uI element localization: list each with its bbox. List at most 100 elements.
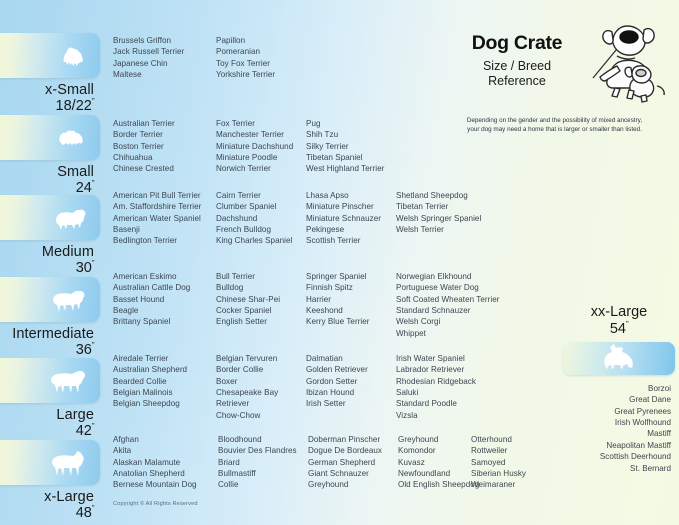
- breed-item: Tibetan Spaniel: [306, 153, 363, 163]
- size-block-xx-large[interactable]: xx-Large 54” Borzoi Great Dane Great Pyr…: [563, 304, 675, 474]
- size-label-xx-large: xx-Large 54”: [563, 304, 675, 338]
- breed-item: Miniature Dachshund: [216, 141, 294, 151]
- breed-group-x-small: Brussels Griffon Jack Russell Terrier Ja…: [113, 35, 275, 80]
- dog-silhouette-westie-icon: [52, 206, 88, 230]
- breed-item: German Shepherd: [308, 457, 376, 467]
- size-column: x-Small 18/22” Small 24” Medium 30”: [0, 0, 103, 525]
- breed-item: Japanese Chin: [113, 58, 168, 68]
- breed-item: Greyhound: [398, 435, 439, 444]
- breed-item: Maltese: [113, 70, 142, 80]
- dog-teacher-icon: [581, 20, 667, 115]
- breed-column: Otterhound Rottweiler Samoyed Siberian H…: [471, 434, 526, 491]
- breed-item: Weimaraner: [471, 480, 516, 490]
- breed-item: Standard Schnauzer: [396, 306, 471, 316]
- breed-item: Australian Cattle Dog: [113, 283, 191, 293]
- dog-silhouette-great-dane-icon: [601, 342, 637, 374]
- breed-item: Komondor: [398, 446, 436, 456]
- breed-item: Welsh Corgi: [396, 317, 441, 327]
- breed-item: Miniature Poodle: [216, 153, 278, 163]
- breed-item: Harrier: [306, 294, 332, 304]
- breed-column: Fox Terrier Manchester Terrier Miniature…: [216, 118, 306, 175]
- size-inches: 30”: [75, 259, 95, 277]
- size-label-large: Large 42”: [0, 403, 103, 439]
- breed-item: Otterhound: [471, 435, 512, 444]
- size-inches: 36”: [75, 341, 95, 359]
- brand-subtitle: Size / Breed Reference: [482, 59, 552, 88]
- breed-item: Standard Poodle: [396, 399, 457, 409]
- breed-item: Scottish Deerhound: [599, 452, 671, 462]
- size-inches: 18/22”: [55, 97, 95, 115]
- breed-column: Bloodhound Bouvier Des Flandres Briard B…: [218, 434, 308, 491]
- size-label-x-small: x-Small 18/22”: [0, 78, 103, 114]
- breed-item: Boston Terrier: [113, 141, 164, 151]
- breed-item: Shih Tzu: [306, 130, 339, 140]
- breed-column: Brussels Griffon Jack Russell Terrier Ja…: [113, 35, 216, 80]
- breed-item: Rhodesian Ridgeback: [396, 376, 476, 386]
- size-label-intermediate: Intermediate 36”: [0, 322, 103, 358]
- breed-item: Border Collie: [216, 365, 264, 375]
- breed-item: Bouvier Des Flandres: [218, 446, 297, 456]
- breed-item: Springer Spaniel: [306, 272, 367, 281]
- breed-column: Belgian Tervuren Border Collie Boxer Che…: [216, 353, 306, 421]
- breed-group-intermediate: American Eskimo Australian Cattle Dog Ba…: [113, 271, 500, 339]
- size-inches: 54”: [609, 319, 629, 337]
- breed-item: Vizsla: [396, 410, 418, 420]
- breed-item: Whippet: [396, 328, 426, 338]
- breed-item: Shetland Sheepdog: [396, 191, 468, 200]
- breed-item: King Charles Spaniel: [216, 236, 293, 246]
- breed-item: Belgian Malinois: [113, 388, 173, 398]
- breed-item: Afghan: [113, 435, 139, 444]
- breed-item: Greyhound: [308, 480, 349, 490]
- breed-group-large: Airedale Terrier Australian Shepherd Bea…: [113, 353, 476, 421]
- size-block-x-small[interactable]: x-Small 18/22”: [0, 33, 103, 114]
- size-tile-small: [0, 115, 100, 160]
- breed-item: Bulldog: [216, 283, 244, 293]
- breed-item: Bedlington Terrier: [113, 236, 178, 246]
- breed-item: Norwich Terrier: [216, 164, 271, 174]
- size-name: x-Large: [44, 489, 94, 505]
- size-block-x-large[interactable]: x-Large 48”: [0, 440, 103, 521]
- breed-item: Toy Fox Terrier: [216, 58, 270, 68]
- breed-column: Papillon Pomeranian Toy Fox Terrier York…: [216, 35, 275, 80]
- breed-item: Bullmastiff: [218, 469, 256, 479]
- breed-item: Norwegian Elkhound: [396, 272, 472, 281]
- breed-item: Doberman Pinscher: [308, 435, 381, 444]
- breed-item: American Water Spaniel: [113, 213, 201, 223]
- breed-item: Pomeranian: [216, 47, 261, 57]
- brand-header: Dog Crate Size / Breed Reference: [443, 20, 669, 112]
- size-block-medium[interactable]: Medium 30”: [0, 195, 103, 276]
- breed-item: Old English Sheepdog: [398, 480, 480, 490]
- breed-column: American Eskimo Australian Cattle Dog Ba…: [113, 271, 216, 339]
- breed-column: Airedale Terrier Australian Shepherd Bea…: [113, 353, 216, 421]
- breed-item: Siberian Husky: [471, 469, 526, 479]
- breed-item: Soft Coated Wheaten Terrier: [396, 294, 500, 304]
- breed-column: Irish Water Spaniel Labrador Retriever R…: [396, 353, 476, 421]
- size-label-x-large: x-Large 48”: [0, 485, 103, 521]
- breed-item: Samoyed: [471, 457, 506, 467]
- breed-item: American Pit Bull Terrier: [113, 191, 201, 200]
- breed-item: Dalmatian: [306, 354, 343, 363]
- breed-item: Airedale Terrier: [113, 354, 169, 363]
- breed-item: Ibizan Hound: [306, 388, 355, 398]
- breed-item: Mastiff: [647, 429, 671, 439]
- breed-item: West Highland Terrier: [306, 164, 385, 174]
- breed-item: Australian Terrier: [113, 119, 175, 128]
- breed-item: Dachshund: [216, 213, 258, 223]
- breed-item: Dogue De Bordeaux: [308, 446, 383, 456]
- breed-column: Dalmatian Golden Retriever Gordon Setter…: [306, 353, 396, 421]
- breed-item: Belgian Tervuren: [216, 354, 278, 363]
- breed-item: Bernese Mountain Dog: [113, 480, 197, 490]
- breed-column: Pug Shih Tzu Silky Terrier Tibetan Spani…: [306, 118, 384, 175]
- breed-item: Bull Terrier: [216, 272, 256, 281]
- breed-item: Labrador Retriever: [396, 365, 465, 375]
- dog-silhouette-spaniel-icon: [50, 288, 88, 312]
- dog-silhouette-akita-icon: [50, 450, 88, 476]
- breed-item: Welsh Springer Spaniel: [396, 213, 482, 223]
- size-block-intermediate[interactable]: Intermediate 36”: [0, 277, 103, 358]
- size-block-small[interactable]: Small 24”: [0, 115, 103, 196]
- breed-item: Silky Terrier: [306, 141, 349, 151]
- size-tile-intermediate: [0, 277, 100, 322]
- size-block-large[interactable]: Large 42”: [0, 358, 103, 439]
- breed-item: Brussels Griffon: [113, 36, 172, 45]
- breed-column: Afghan Akita Alaskan Malamute Anatolian …: [113, 434, 218, 491]
